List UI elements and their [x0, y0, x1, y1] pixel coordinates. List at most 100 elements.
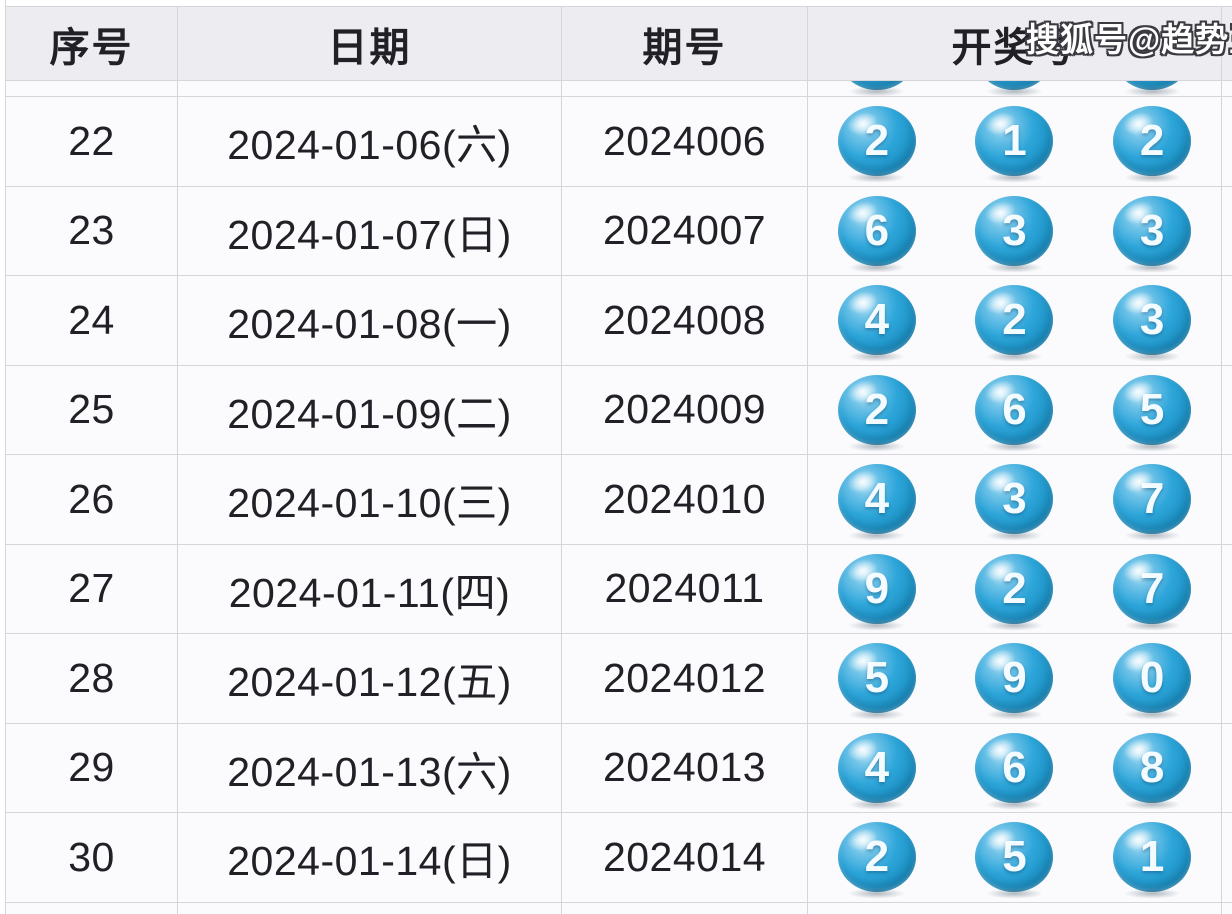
numbers-cell: 4 6 8 [808, 723, 1222, 812]
lottery-ball: 1 [1113, 822, 1192, 900]
ball-number: 4 [864, 474, 890, 524]
partial-issue-cell [562, 902, 808, 914]
partial-edge-cell [1222, 903, 1232, 914]
partial-numbers-cell [808, 902, 1222, 914]
date-cell: 2024-01-10(三) [178, 455, 562, 544]
numbers-cell: 2 1 2 [808, 97, 1222, 186]
lottery-ball: 2 [1113, 106, 1192, 184]
table-row: 24 2024-01-08(一) 2024008 4 2 3 [6, 276, 1232, 366]
issue-cell: 2024007 [562, 186, 808, 275]
lottery-ball: 2 [837, 374, 916, 452]
ball-number: 2 [1139, 116, 1165, 166]
column-header-date: 日期 [178, 7, 562, 80]
lottery-ball: 5 [837, 643, 916, 721]
ball-number: 2 [864, 116, 890, 166]
lottery-ball: 8 [1113, 732, 1192, 810]
table-top-border-gap [6, 0, 1232, 7]
row-edge-cell [1222, 545, 1232, 634]
lottery-ball: 2 [975, 553, 1054, 631]
lottery-ball: 6 [837, 195, 916, 273]
numbers-cell: 4 2 3 [808, 276, 1222, 365]
column-header-issue: 期号 [562, 7, 808, 80]
date-cell: 2024-01-12(五) [178, 634, 562, 723]
date-cell: 2024-01-08(一) [178, 276, 562, 365]
issue-cell: 2024012 [562, 634, 808, 723]
column-header-serial: 序号 [6, 7, 178, 80]
row-edge-cell [1222, 634, 1232, 723]
ball-number: 0 [1139, 653, 1165, 703]
ball-number: 4 [864, 742, 890, 792]
date-cell: 2024-01-09(二) [178, 365, 562, 454]
ball-number: 6 [1002, 742, 1027, 792]
column-header-numbers: 开奖号 [808, 7, 1222, 80]
lottery-ball: 6 [975, 374, 1054, 452]
issue-cell: 2024008 [562, 276, 808, 365]
ball-number: 7 [1139, 563, 1165, 613]
ball-number: 4 [864, 295, 890, 345]
ball-number: 2 [864, 832, 890, 882]
partial-edge-cell [1222, 81, 1232, 96]
ball-number: 7 [1139, 474, 1165, 524]
partial-row-bottom [6, 902, 1232, 914]
lottery-ball: 7 [1113, 464, 1192, 542]
lottery-ball: 2 [975, 285, 1054, 363]
numbers-cell: 4 3 7 [808, 455, 1222, 544]
table-row: 30 2024-01-14(日) 2024014 2 5 1 [6, 813, 1232, 903]
column-header-numbers-label: 开奖号 [951, 25, 1078, 70]
table-row: 25 2024-01-09(二) 2024009 2 6 5 [6, 365, 1232, 455]
row-edge-cell [1222, 187, 1232, 276]
ball-number: 1 [1139, 832, 1165, 882]
partial-serial-cell [6, 81, 178, 96]
numbers-cell: 2 5 1 [808, 813, 1222, 902]
lottery-ball: 5 [1113, 374, 1192, 452]
lottery-ball: 9 [975, 643, 1054, 721]
row-edge-cell [1222, 724, 1232, 813]
partial-issue-cell [562, 81, 808, 96]
lottery-ball: 3 [1113, 285, 1192, 363]
issue-cell: 2024010 [562, 455, 808, 544]
serial-cell: 24 [6, 276, 178, 365]
serial-cell: 23 [6, 186, 178, 275]
ball-number: 2 [1002, 295, 1027, 345]
lottery-ball: 3 [1113, 195, 1192, 273]
ball-number: 3 [1002, 474, 1027, 524]
numbers-cell: 6 3 3 [808, 186, 1222, 275]
ball-number: 1 [1002, 116, 1027, 166]
lottery-ball: 3 [975, 464, 1054, 542]
ball-number: 3 [1139, 295, 1165, 345]
serial-cell: 25 [6, 365, 178, 454]
date-cell: 2024-01-14(日) [178, 813, 562, 902]
lottery-ball: 2 [837, 822, 916, 900]
date-cell: 2024-01-07(日) [178, 186, 562, 275]
lottery-ball: 4 [837, 285, 916, 363]
date-cell: 2024-01-06(六) [178, 97, 562, 186]
ball-number: 5 [864, 653, 890, 703]
partial-date-cell [178, 902, 562, 914]
serial-cell: 26 [6, 455, 178, 544]
issue-cell: 2024009 [562, 365, 808, 454]
table-row: 26 2024-01-10(三) 2024010 4 3 7 [6, 455, 1232, 545]
row-edge-cell [1222, 455, 1232, 544]
partial-row-top [6, 81, 1232, 97]
table-header-row: 序号 日期 期号 开奖号 [6, 7, 1232, 81]
partial-ball-bottom [1113, 81, 1192, 96]
lottery-ball: 7 [1113, 553, 1192, 631]
row-edge-cell [1222, 813, 1232, 902]
lottery-ball: 0 [1113, 643, 1192, 721]
table-row: 29 2024-01-13(六) 2024013 4 6 8 [6, 723, 1232, 813]
partial-ball-bottom [975, 81, 1054, 96]
lottery-ball: 4 [837, 464, 916, 542]
ball-number: 8 [1139, 742, 1165, 792]
row-edge-cell [1222, 276, 1232, 365]
issue-cell: 2024014 [562, 813, 808, 902]
lottery-ball [837, 81, 916, 96]
ball-number: 2 [1002, 563, 1027, 613]
lottery-ball: 2 [837, 106, 916, 184]
watermark: 搜狐号@趋势王 [1026, 21, 1232, 58]
ball-number: 2 [864, 384, 890, 434]
partial-ball-bottom [837, 81, 916, 96]
numbers-cell: 5 9 0 [808, 634, 1222, 723]
row-edge-cell [1222, 366, 1232, 455]
